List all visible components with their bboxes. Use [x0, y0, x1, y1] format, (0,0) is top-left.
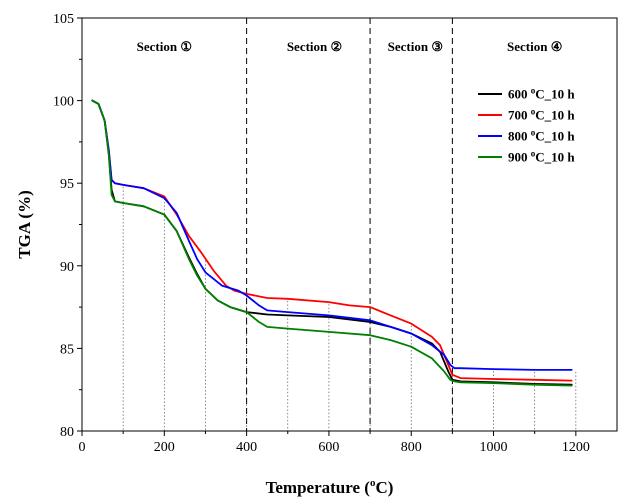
- y-tick-label-85: 85: [60, 342, 74, 357]
- y-tick-label-80: 80: [60, 425, 74, 440]
- section-labels: Section ① Section ② Section ③ Section ④: [137, 39, 563, 54]
- legend-label-2: 800 oC_10 h: [508, 128, 575, 144]
- section-label-1: Section ①: [137, 39, 192, 54]
- x-tick-label-800: 800: [401, 440, 422, 455]
- section-label-2: Section ②: [287, 39, 342, 54]
- section-label-4: Section ④: [507, 39, 562, 54]
- legend: 600 oC_10 h 700 oC_10 h 800 oC_10 h 900 oC_…: [478, 86, 575, 165]
- y-tick-label-100: 100: [53, 95, 74, 110]
- x-tick-label-0: 0: [79, 440, 86, 455]
- x-tick-label-1200: 1200: [562, 440, 590, 455]
- section-dividers: [246, 18, 453, 431]
- series-line-2: [91, 99, 573, 371]
- legend-label-3: 900 oC_10 h: [508, 149, 575, 165]
- series-lines: [91, 99, 573, 387]
- x-tick-label-600: 600: [318, 440, 339, 455]
- x-axis-title: Temperature (oC): [266, 477, 394, 497]
- y-tick-label-105: 105: [53, 12, 74, 27]
- y-tick-label-90: 90: [60, 260, 74, 275]
- section-label-3: Section ③: [388, 39, 443, 54]
- series-line-3: [91, 99, 573, 387]
- x-tick-label-200: 200: [154, 440, 175, 455]
- legend-label-1: 700 oC_10 h: [508, 107, 575, 123]
- x-tick-label-1000: 1000: [480, 440, 508, 455]
- y-axis-title: TGA (%): [15, 190, 34, 258]
- legend-label-0: 600 oC_10 h: [508, 86, 575, 102]
- dotted-markers: [122, 186, 577, 431]
- x-tick-label-400: 400: [236, 440, 257, 455]
- y-tick-label-95: 95: [60, 177, 74, 192]
- axis-ticks: 0 200 400 600 800 1000 1200 80 85 90 95 100 105: [53, 12, 590, 455]
